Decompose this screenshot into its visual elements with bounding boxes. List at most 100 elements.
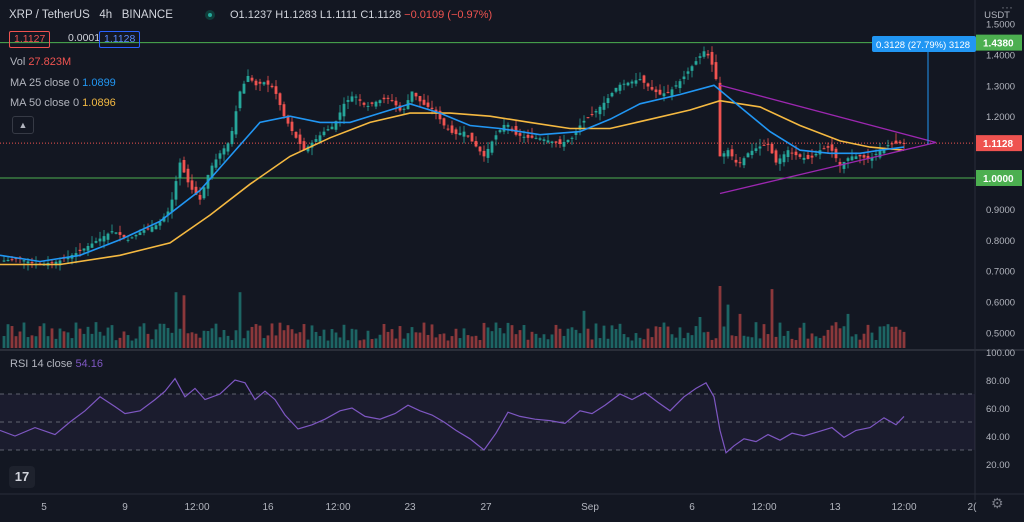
candle-body [486,148,490,158]
volume-bar [446,340,450,348]
candle-body [758,146,762,149]
volume-bar [702,332,706,348]
ma50-legend[interactable]: MA 50 close 0 1.0896 [10,97,116,109]
volume-bar [214,323,218,348]
candle-body [494,135,498,140]
candle-body [310,142,314,148]
candle-body [94,241,98,243]
volume-bar [286,325,290,348]
candle-body [650,87,654,90]
ma50-line [0,99,905,266]
volume-bar [226,335,230,348]
market-status-icon[interactable] [205,10,215,20]
candle-body [626,82,630,86]
tradingview-logo-icon[interactable]: 17 [9,466,35,488]
gear-icon[interactable]: ⚙ [991,495,1004,511]
volume-bar [798,327,802,348]
volume-bar [78,328,82,348]
volume-bar [246,330,250,348]
candle-body [302,141,306,151]
candle-body [846,158,850,161]
volume-bar [870,332,874,348]
candle-body [158,221,162,226]
candle-body [286,115,290,124]
more-icon[interactable]: ··· [1001,0,1013,14]
rsi-legend[interactable]: RSI 14 close 54.16 [10,358,103,370]
candle-body [586,117,590,119]
volume-bar [594,323,598,348]
candle-body [226,143,230,152]
volume-bar [494,322,498,348]
volume-bar [150,339,154,348]
volume-bar [590,339,594,348]
candle-body [806,154,810,159]
volume-legend[interactable]: Vol 27.823M [10,56,71,68]
volume-bar [506,322,510,348]
volume-bar [22,322,26,348]
candle-body [202,187,206,199]
volume-bar [762,324,766,348]
volume-bar [814,336,818,348]
interval-label[interactable]: 4h [99,9,113,21]
candle-body [198,194,202,200]
candle-body [338,112,342,120]
volume-bar [330,329,334,348]
time-tick-label: 12:00 [751,502,776,513]
candle-body [890,143,894,145]
volume-bar [774,336,778,348]
candle-body [98,238,102,242]
volume-bar [154,329,158,348]
time-tick-label: 6 [689,502,695,513]
candle-body [610,93,614,97]
volume-bar [398,326,402,348]
candle-body [294,131,298,138]
candle-body [710,51,714,65]
volume-bar [750,337,754,348]
volume-bar [526,339,530,348]
candle-body [618,84,622,91]
candle-body [574,131,578,135]
volume-bar [414,332,418,348]
candle-body [170,199,174,212]
candle-body [138,232,142,236]
candle-body [82,248,86,251]
candle-body [666,91,670,93]
candle-body [874,153,878,155]
ask-price[interactable]: 1.1128 [99,31,141,48]
candle-body [530,135,534,138]
candle-body [858,154,862,157]
volume-bar [106,327,110,348]
candle-body [850,156,854,161]
volume-bar [842,326,846,348]
ma25-legend[interactable]: MA 25 close 0 1.0899 [10,77,116,89]
volume-bar [706,331,710,348]
volume-bar [598,338,602,348]
volume-bar [802,322,806,348]
volume-bar [886,324,890,348]
candle-body [402,108,406,110]
volume-bar [278,322,282,348]
collapse-legend-icon[interactable]: ▲ [12,116,34,134]
rsi-tick-label: 80.00 [986,376,1010,387]
symbol-name[interactable]: XRP / TetherUS [9,9,90,21]
currency-label: USDT [984,10,1010,21]
symbol-title[interactable]: XRP / TetherUS 4h BINANCE [9,9,173,21]
open-value: O1.1237 [230,9,273,21]
volume-bar [770,289,774,348]
candle-body [254,80,258,86]
candle-body [782,154,786,163]
candle-body [2,260,6,262]
volume-bar [474,335,478,348]
candle-body [438,110,442,120]
volume-bar [242,338,246,348]
bid-price[interactable]: 1.1127 [9,31,51,48]
triangle-lower-line [719,141,937,195]
volume-bar [626,337,630,348]
volume-bar [830,325,834,348]
volume-bar [734,336,738,348]
candle-body [174,181,178,200]
candle-body [542,139,546,141]
candle-body [250,77,254,81]
candle-body [326,129,330,131]
